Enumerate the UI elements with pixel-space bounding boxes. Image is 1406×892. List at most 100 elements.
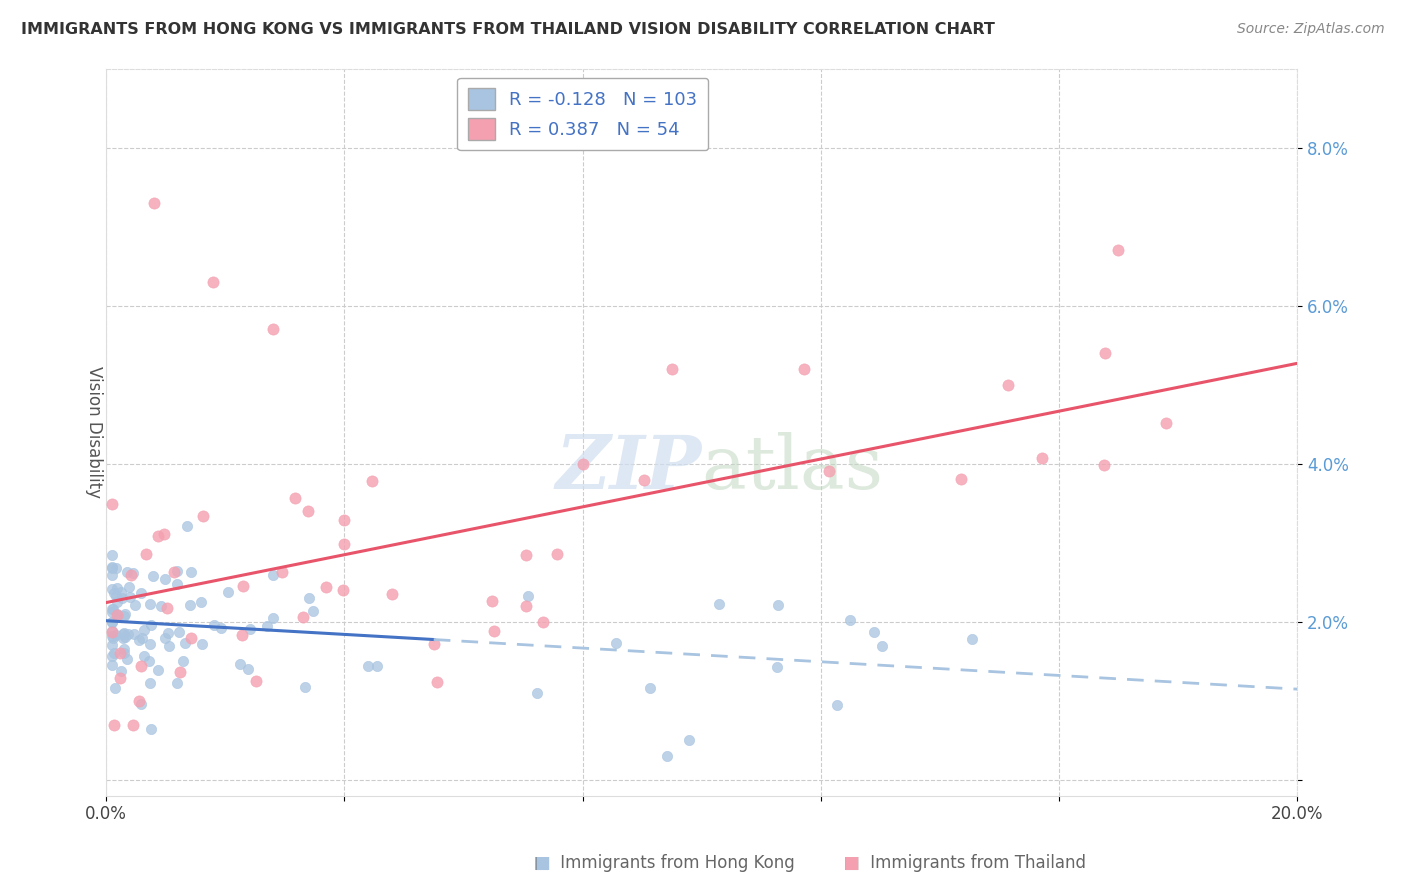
Point: [108, 647, 131, 661]
Point: [169, 665, 191, 680]
Point: [131, 632, 153, 646]
Point: [122, 566, 145, 580]
Point: [117, 652, 139, 666]
Point: [1107, 244, 1129, 258]
Point: [1031, 451, 1053, 466]
Point: [301, 604, 323, 618]
Point: [128, 633, 150, 648]
Point: [135, 547, 157, 561]
Point: [655, 749, 678, 764]
Point: [101, 559, 124, 574]
Point: [678, 733, 700, 747]
Point: [153, 572, 176, 586]
Point: [118, 591, 141, 605]
Text: IMMIGRANTS FROM HONG KONG VS IMMIGRANTS FROM THAILAND VISION DISABILITY CORRELAT: IMMIGRANTS FROM HONG KONG VS IMMIGRANTS …: [21, 22, 995, 37]
Point: [129, 658, 152, 673]
Point: [104, 681, 127, 696]
Point: [150, 599, 173, 613]
Point: [103, 647, 125, 661]
Point: [117, 580, 139, 594]
Point: [101, 568, 124, 582]
Point: [1154, 417, 1177, 431]
Text: ■  Immigrants from Hong Kong: ■ Immigrants from Hong Kong: [534, 855, 794, 872]
Point: [231, 628, 253, 642]
Point: [239, 622, 262, 636]
Point: [531, 615, 554, 630]
Legend: R = -0.128   N = 103, R = 0.387   N = 54: R = -0.128 N = 103, R = 0.387 N = 54: [457, 78, 709, 151]
Point: [155, 601, 177, 615]
Point: [101, 497, 124, 511]
Point: [132, 648, 155, 663]
Point: [515, 548, 537, 562]
Point: [103, 601, 125, 615]
Point: [515, 599, 537, 613]
Point: [838, 613, 860, 627]
Point: [132, 623, 155, 637]
Point: [283, 491, 305, 505]
Point: [817, 464, 839, 478]
Point: [298, 591, 321, 605]
Point: [138, 654, 160, 668]
Point: [271, 565, 294, 579]
Point: [517, 590, 540, 604]
Point: [101, 605, 124, 619]
Point: [332, 582, 354, 597]
Point: [333, 513, 356, 527]
Point: [153, 527, 176, 541]
Point: [174, 636, 197, 650]
Point: [172, 654, 194, 668]
Point: [157, 626, 180, 640]
Point: [179, 598, 201, 612]
Point: [105, 594, 128, 608]
Point: [294, 680, 316, 694]
Point: [571, 457, 593, 471]
Point: [163, 565, 186, 579]
Y-axis label: Vision Disability: Vision Disability: [86, 366, 104, 498]
Point: [111, 632, 134, 646]
Point: [103, 586, 125, 600]
Point: [128, 694, 150, 708]
Point: [640, 681, 662, 696]
Point: [142, 195, 165, 210]
Point: [112, 641, 135, 656]
Point: [142, 569, 165, 583]
Point: [997, 377, 1019, 392]
Point: [236, 662, 259, 676]
Point: [148, 529, 170, 543]
Point: [202, 275, 225, 289]
Point: [315, 580, 337, 594]
Point: [138, 637, 160, 651]
Point: [768, 598, 790, 612]
Point: [217, 584, 239, 599]
Point: [481, 594, 503, 608]
Point: [1094, 346, 1116, 360]
Point: [104, 627, 127, 641]
Point: [661, 362, 683, 376]
Point: [146, 663, 169, 677]
Point: [423, 637, 446, 651]
Point: [709, 597, 731, 611]
Point: [153, 631, 176, 645]
Point: [190, 595, 212, 609]
Point: [526, 686, 548, 700]
Point: [960, 632, 983, 646]
Point: [105, 607, 128, 621]
Point: [766, 660, 789, 674]
Point: [101, 548, 124, 562]
Point: [333, 537, 356, 551]
Text: ■: ■: [844, 855, 859, 872]
Point: [105, 607, 128, 622]
Point: [166, 675, 188, 690]
Point: [262, 568, 284, 582]
Point: [870, 639, 893, 653]
Point: [120, 567, 142, 582]
Point: [110, 664, 132, 678]
Point: [129, 586, 152, 600]
Point: [357, 659, 380, 673]
Point: [166, 577, 188, 591]
Point: [101, 638, 124, 652]
Text: Source: ZipAtlas.com: Source: ZipAtlas.com: [1237, 22, 1385, 37]
Point: [111, 627, 134, 641]
Point: [101, 582, 124, 596]
Point: [138, 676, 160, 690]
